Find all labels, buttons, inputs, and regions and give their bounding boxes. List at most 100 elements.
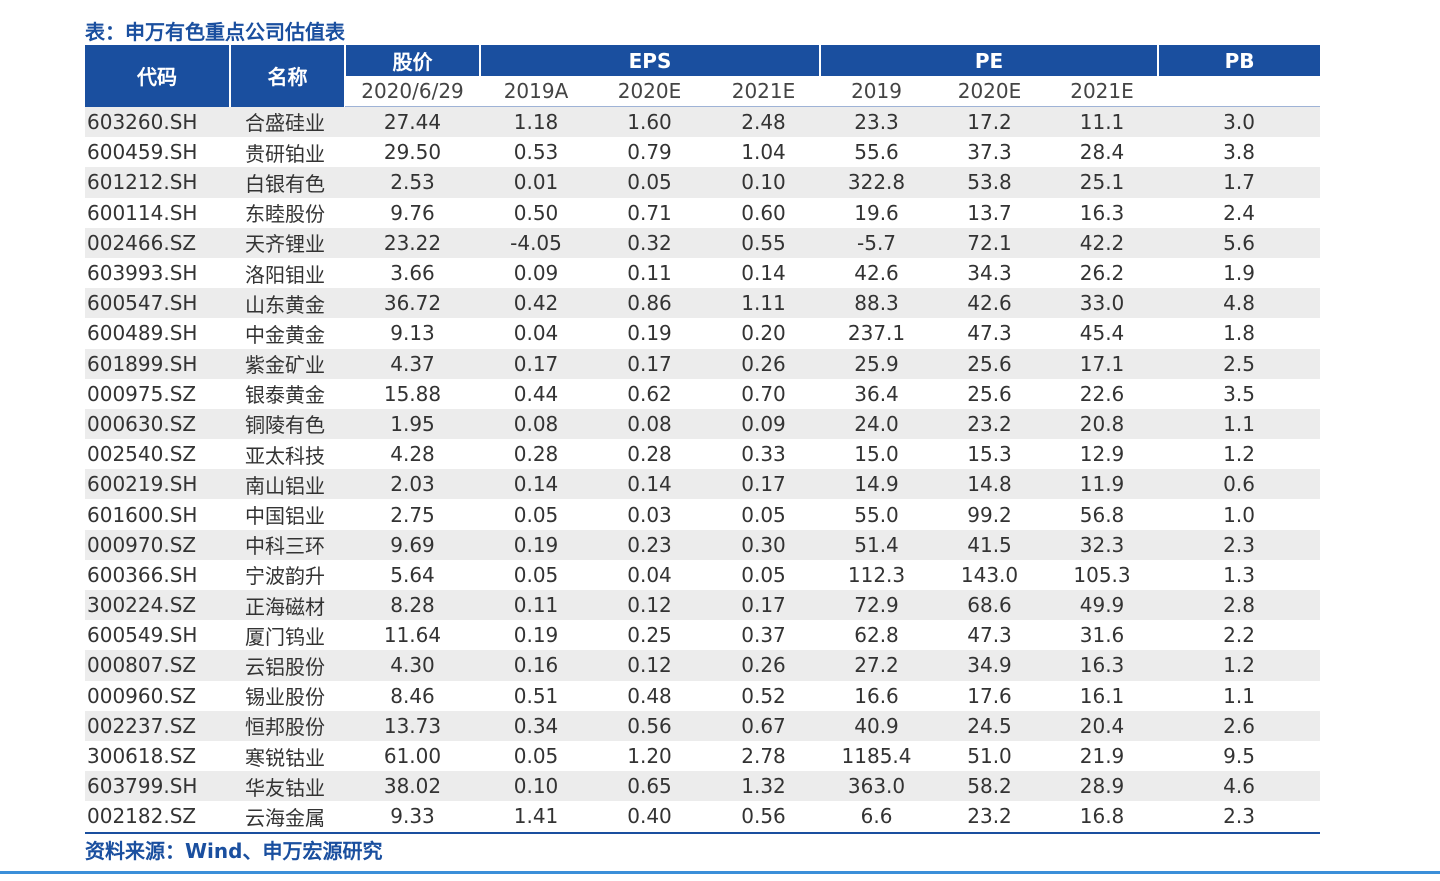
table-cell: 0.17: [480, 348, 592, 379]
table-cell: 0.40: [592, 801, 707, 834]
table-row: 600114.SH 东睦股份 9.76 0.50 0.71 0.60 19.6 13.7 16.…: [85, 198, 1320, 228]
header-cell: 名称: [229, 45, 345, 107]
table-cell: 1.9: [1223, 261, 1255, 286]
table-cell: 宁波韵升: [245, 564, 325, 589]
table-cell: 2.3: [1158, 801, 1321, 834]
table-cell: 2.5: [1158, 348, 1321, 379]
table-cell: 31.6: [1079, 623, 1125, 648]
table-cell: 11.9: [1046, 469, 1159, 500]
table-cell: 0.08: [480, 408, 592, 440]
table-cell: 0.28: [627, 442, 672, 467]
table-body: 603260.SH 合盛硅业 27.44 1.18 1.60 2.48 23.3 17.2 11…: [85, 106, 1321, 834]
table-cell: 0.23: [592, 529, 707, 560]
table-cell: 恒邦股份: [230, 710, 345, 741]
table-cell: 1.2: [1223, 442, 1255, 467]
table-cell: 4.28: [390, 442, 435, 467]
table-title: 表：申万有色重点公司估值表: [85, 20, 345, 44]
header-group: PB: [1157, 45, 1321, 76]
table-cell: 22.6: [1079, 381, 1125, 406]
table-cell: 2.2: [1223, 623, 1255, 648]
table-cell: 5.6: [1158, 227, 1321, 258]
table-cell: 0.09: [707, 408, 821, 440]
table-cell: 1.95: [345, 408, 480, 440]
table-cell: 51.0: [967, 744, 1012, 769]
table-cell: 603799.SH: [85, 771, 230, 802]
table-cell: 62.8: [854, 623, 899, 648]
table-cell: 南山铝业: [230, 469, 345, 500]
table-cell: 1.18: [480, 106, 592, 138]
table-cell: 47.3: [967, 623, 1012, 648]
table-cell: 0.52: [741, 683, 786, 708]
table-cell: 13.73: [345, 710, 480, 741]
table-cell: 002540.SZ: [87, 442, 197, 467]
table-cell: 17.6: [967, 683, 1012, 708]
table-cell: 29.50: [383, 140, 442, 165]
table-cell: 45.4: [1079, 321, 1125, 346]
table-cell: 中科三环: [230, 529, 345, 560]
table-cell: 88.3: [820, 288, 934, 319]
header-sub: 2019A: [480, 76, 592, 107]
table-cell: 2.48: [707, 106, 821, 138]
table-cell: 5.64: [390, 562, 435, 587]
table-cell: 112.3: [847, 562, 906, 587]
table-cell: 72.9: [820, 590, 934, 621]
table-cell: 23.22: [345, 227, 480, 258]
table-cell: 2.53: [345, 167, 480, 198]
table-cell: 8.46: [390, 683, 435, 708]
table-cell: 0.17: [707, 469, 821, 500]
table-cell: 1.8: [1223, 321, 1255, 346]
table-cell: 0.05: [741, 502, 786, 527]
table-cell: 0.60: [741, 200, 786, 225]
table-cell: 27.44: [345, 106, 480, 138]
table-row: 600366.SH 宁波韵升 5.64 0.05 0.04 0.05 112.3 143.0 1…: [85, 560, 1320, 590]
table-cell: 27.2: [820, 650, 934, 681]
table-row: 000970.SZ 中科三环 9.69 0.19 0.23 0.30 51.4 41.5 32.…: [85, 529, 1321, 560]
table-cell: 11.1: [1046, 106, 1159, 138]
table-cell: 23.2: [933, 801, 1047, 834]
table-cell: 0.26: [707, 650, 821, 681]
table-cell: 300224.SZ: [85, 590, 230, 621]
table-cell: 38.02: [345, 771, 480, 802]
table-row: 000807.SZ 云铝股份 4.30 0.16 0.12 0.26 27.2 34.9 16.…: [85, 650, 1321, 681]
table-cell: 32.3: [1046, 529, 1159, 560]
table-cell: 20.4: [1046, 710, 1159, 741]
table-cell: 322.8: [820, 167, 934, 198]
table-cell: 0.65: [592, 771, 707, 802]
header-sub: 2021E: [707, 76, 821, 107]
table-cell: 36.72: [345, 288, 480, 319]
table-cell: 143.0: [960, 562, 1019, 587]
header-subrow: 2020/6/29 2019A 2020E 2021E 2019 2020E 2021E: [85, 76, 1321, 107]
table-cell: 0.09: [513, 261, 559, 286]
table-cell: 2.8: [1158, 590, 1321, 621]
table-cell: 2.6: [1158, 710, 1321, 741]
table-cell: 0.11: [627, 261, 672, 286]
table-cell: 合盛硅业: [230, 106, 345, 138]
table-cell: 601212.SH: [85, 167, 230, 198]
table-cell: 0.71: [627, 200, 672, 225]
table-cell: 14.8: [933, 469, 1047, 500]
header-sub: 2019: [820, 76, 934, 107]
table-cell: 15.88: [383, 381, 442, 406]
table-cell: 0.26: [707, 348, 821, 379]
table-cell: 600549.SH: [87, 623, 198, 648]
table-cell: 55.0: [854, 502, 899, 527]
table-cell: 21.9: [1079, 744, 1125, 769]
table-cell: 1.11: [707, 288, 821, 319]
table-cell: 中国铝业: [245, 504, 325, 529]
table-cell: 0.6: [1158, 469, 1321, 500]
table-cell: 0.10: [707, 167, 821, 198]
table-cell: 000970.SZ: [85, 529, 230, 560]
table-cell: 34.9: [933, 650, 1047, 681]
table-cell: 4.6: [1158, 771, 1321, 802]
table-cell: 600489.SH: [87, 321, 198, 346]
table-cell: 0.33: [741, 442, 786, 467]
valuation-table: 代码 名称 股价 EPS PE PB 2020/6/29 2019A 2020E 2021E 201…: [85, 45, 1321, 834]
table-cell: 40.9: [820, 710, 934, 741]
table-cell: 0.04: [627, 562, 672, 587]
table-cell: 1.0: [1223, 502, 1255, 527]
table-cell: 0.67: [707, 710, 821, 741]
table-cell: 25.1: [1046, 167, 1159, 198]
table-cell: 1.20: [627, 744, 672, 769]
table-cell: 0.44: [513, 381, 559, 406]
